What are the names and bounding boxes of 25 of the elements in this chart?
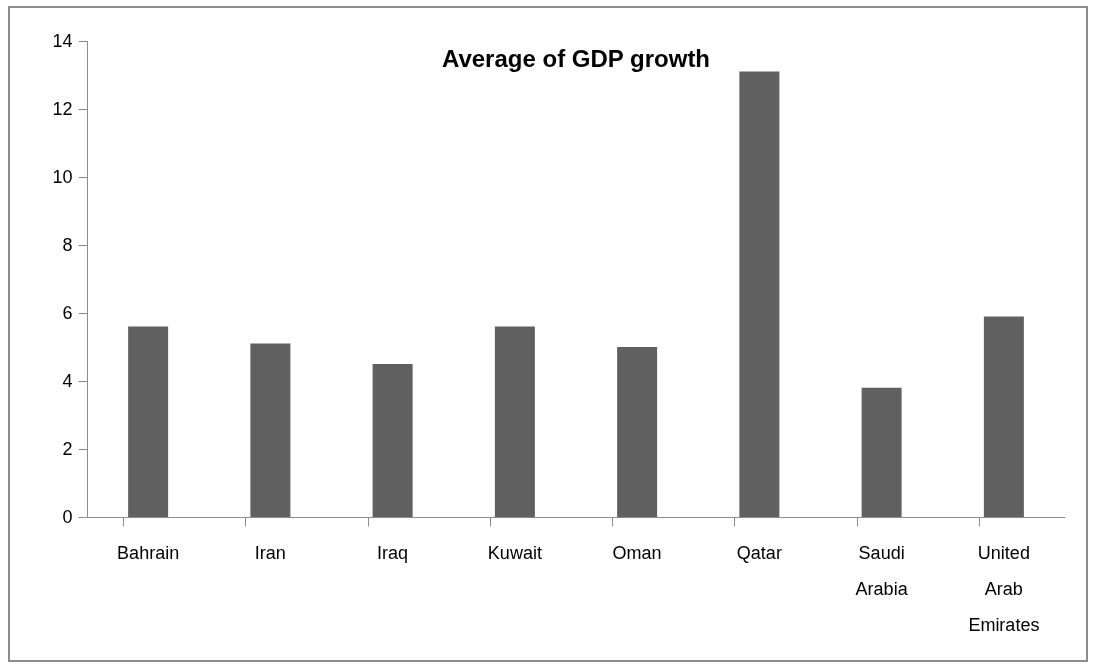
x-tick-label: Iraq bbox=[377, 542, 409, 563]
x-tick-label: Bahrain bbox=[117, 542, 180, 563]
bar bbox=[983, 316, 1024, 517]
y-tick-label: 2 bbox=[62, 438, 73, 459]
y-tick-label: 12 bbox=[52, 98, 73, 119]
y-tick-label: 14 bbox=[52, 30, 73, 51]
bar bbox=[861, 387, 902, 517]
bar bbox=[739, 71, 780, 517]
x-tick-label: Qatar bbox=[736, 542, 782, 563]
x-tick-label: United Arab Emirates bbox=[968, 542, 1040, 635]
chart-title: Average of GDP growth bbox=[441, 45, 711, 72]
y-tick-label: 6 bbox=[62, 302, 73, 323]
x-tick-label: Iran bbox=[254, 542, 286, 563]
x-tick-label: Kuwait bbox=[487, 542, 542, 563]
bar bbox=[250, 343, 291, 517]
bar bbox=[494, 326, 535, 517]
y-tick-label: 10 bbox=[52, 166, 73, 187]
y-tick-label: 0 bbox=[62, 506, 73, 527]
x-tick-label: Saudi Arabia bbox=[855, 542, 909, 599]
y-tick-label: 4 bbox=[62, 370, 73, 391]
y-tick-label: 8 bbox=[62, 234, 73, 255]
bar bbox=[372, 364, 413, 517]
bar bbox=[128, 326, 169, 517]
x-tick-label: Oman bbox=[612, 542, 662, 563]
bar bbox=[617, 347, 658, 517]
